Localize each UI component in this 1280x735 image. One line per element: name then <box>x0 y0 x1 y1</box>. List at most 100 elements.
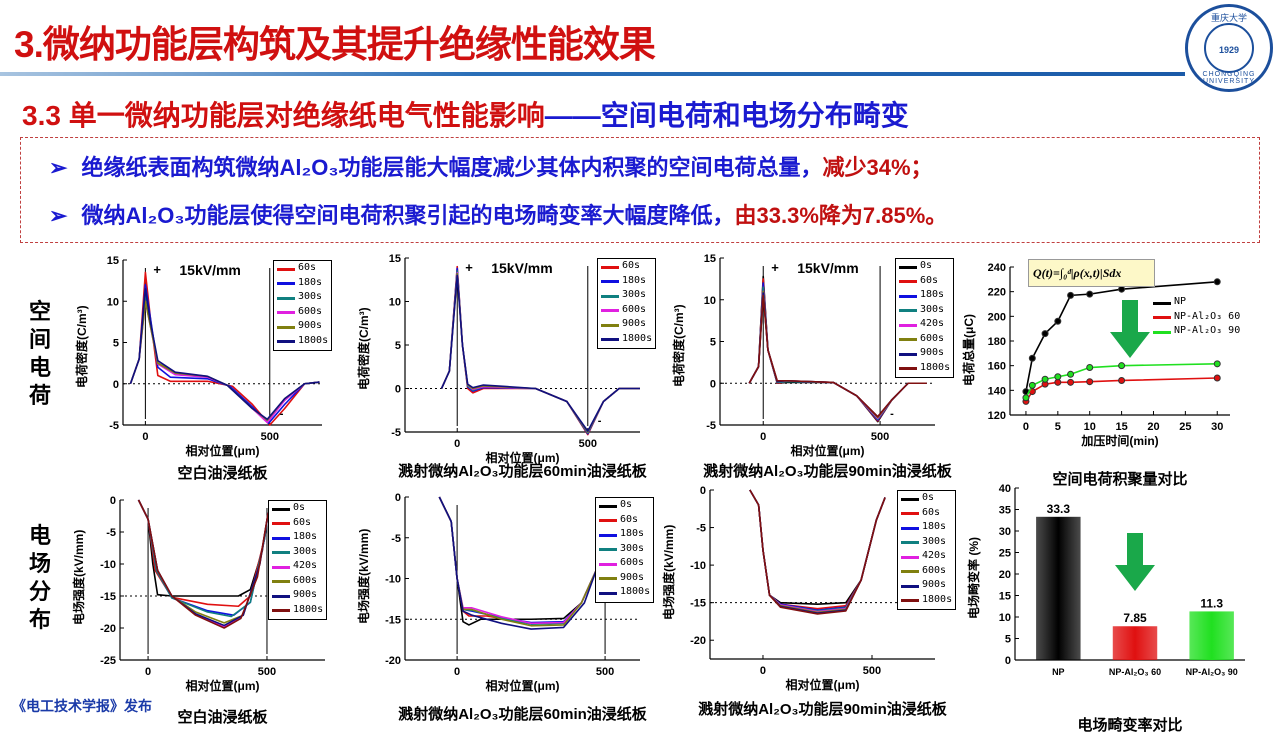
data-point <box>1086 290 1094 298</box>
bar-0 <box>1036 516 1081 660</box>
category-label: NP-Al₂O₃ 60 <box>1109 667 1161 677</box>
charge-integral-formula: Q(t)=∫₀ᵈ|ρ(x,t)|Sdx <box>1028 259 1155 287</box>
legend-item: 300s <box>901 536 952 551</box>
x-tick-label: 500 <box>871 431 889 443</box>
legend-label: NP <box>1174 296 1187 307</box>
x-tick-label: 0 <box>1023 421 1029 433</box>
legend-swatch <box>272 580 290 584</box>
legend-label: 420s <box>293 560 318 571</box>
x-tick-label: 0 <box>760 431 766 443</box>
y-tick-label: 15 <box>704 253 716 265</box>
y-tick-label: 15 <box>999 591 1011 603</box>
chart-canvas: 120 140 160 180 200 220 240 0 5 10 15 20 25 30 <box>988 262 1230 433</box>
legend-label: 0s <box>920 260 933 271</box>
bullet-text: 微纳Al₂O₃功能层使得空间电荷积聚引起的电场畸变率大幅度降低， <box>81 203 735 228</box>
field-strength-label: 15kV/mm <box>179 262 241 278</box>
legend-label: NP-Al₂O₃ 60 <box>1174 310 1241 322</box>
chart-canvas: 0 5 10 15 20 25 30 35 40 33.3 NP 7.85 NP-Al₂O₃ 60 11.… <box>999 483 1245 677</box>
legend-label: 600s <box>622 303 647 315</box>
legend-item: 180s <box>601 275 652 290</box>
x-tick-label: 25 <box>1179 421 1191 433</box>
legend-swatch <box>599 533 617 537</box>
legend-label: 900s <box>922 579 947 590</box>
legend-label: 300s <box>922 535 947 547</box>
y-axis-label: 电荷密度(C/m³) <box>75 304 89 388</box>
chart-field-np: -25 -20 -15 -10 -5 0 0 500 0s 60s 180s 300s 420s 600s… <box>72 495 328 726</box>
bar-value-label: 7.85 <box>1123 611 1147 625</box>
y-tick-label: -10 <box>100 559 116 571</box>
y-tick-label: 5 <box>1005 634 1011 646</box>
legend-label: 180s <box>622 274 647 286</box>
series-line-0s <box>137 499 269 597</box>
x-axis-label: 相对位置(μm) <box>185 444 260 458</box>
y-tick-label: 30 <box>999 526 1011 538</box>
legend-item: 1800s <box>899 362 950 377</box>
x-tick-label: 500 <box>596 666 614 678</box>
legend-item: 300s <box>601 289 652 304</box>
legend-swatch <box>899 323 917 327</box>
x-axis-label: 相对位置(μm) <box>485 679 560 693</box>
slide-title: 3.微纳功能层构筑及其提升绝缘性能效果 <box>14 24 656 65</box>
y-tick-label: -5 <box>391 427 401 439</box>
legend-swatch <box>277 311 295 315</box>
chart-legend: 0s 60s 180s 300s 420s 600s 900s 1800s <box>897 490 957 610</box>
y-tick-label: 200 <box>988 311 1006 323</box>
legend-item: 900s <box>901 579 952 594</box>
legend-label: 0s <box>293 502 306 513</box>
y-axis-label: 电场畸变率 (%) <box>967 537 981 619</box>
x-tick-label: 0 <box>760 665 766 677</box>
y-tick-label: -10 <box>690 560 706 572</box>
y-tick-label: 240 <box>988 262 1006 274</box>
legend-item: 180s <box>599 528 650 543</box>
y-tick-label: -15 <box>690 598 706 610</box>
data-point <box>1041 375 1049 383</box>
legend-label: 900s <box>920 347 945 358</box>
y-tick-label: 220 <box>988 287 1006 299</box>
series-line-1800s <box>748 294 927 418</box>
legend-label: 1800s <box>922 593 953 605</box>
chart-canvas: -5 0 5 10 15 0 500 + - <box>389 253 640 450</box>
legend-label: 60s <box>922 506 941 518</box>
data-point <box>1086 364 1094 372</box>
legend-item: 900s <box>272 589 323 604</box>
legend-item: 60s <box>901 507 952 522</box>
series-line-180s <box>749 489 886 611</box>
x-tick-label: 5 <box>1055 421 1061 433</box>
y-tick-label: -20 <box>385 655 401 667</box>
legend-item: 0s <box>599 499 650 514</box>
legend-label: 60s <box>293 516 312 528</box>
y-tick-label: -15 <box>385 614 401 626</box>
bullet-highlight: 由33.3%降为7.85%。 <box>734 203 948 228</box>
legend-swatch <box>601 323 619 327</box>
legend-label: 60s <box>620 513 639 525</box>
y-tick-label: -20 <box>100 623 116 635</box>
positive-charge-mark: + <box>465 260 473 275</box>
chart-legend: 60s 180s 300s 600s 900s 1800s <box>273 260 333 351</box>
legend-swatch <box>601 309 619 313</box>
chart-space-charge-60min: -5 0 5 10 15 0 500 + - 60s 180s 300s 600s 900s 1800s 15… <box>357 253 657 480</box>
series-line-NP <box>1025 281 1218 392</box>
legend-label: 300s <box>293 545 318 557</box>
legend-swatch <box>901 584 919 588</box>
logo-text: 重庆大学 <box>1210 13 1247 23</box>
legend-swatch <box>599 519 617 523</box>
chart-caption: 溅射微纳Al₂O₃功能层60min油浸纸板 <box>398 706 647 723</box>
legend-label: 420s <box>922 550 947 561</box>
legend-label: 600s <box>293 574 318 586</box>
legend-label: 60s <box>920 274 939 286</box>
logo-ring-text: CHONGQING UNIVERSITY <box>1202 71 1256 85</box>
legend-item: NP-Al₂O₃ 90 <box>1153 325 1240 340</box>
chart-space-charge-np: -5 0 5 10 15 0 500 + - 60s 180s 300s 600s 900s 1800s 15… <box>75 255 333 482</box>
legend-swatch <box>599 577 617 581</box>
legend-swatch <box>899 265 917 269</box>
legend-item: 420s <box>901 550 952 565</box>
legend-swatch <box>899 338 917 342</box>
y-tick-label: 160 <box>988 361 1006 373</box>
legend-swatch <box>272 507 290 511</box>
legend-swatch <box>277 340 295 344</box>
y-tick-label: 0 <box>395 384 401 396</box>
y-tick-label: -20 <box>690 635 706 647</box>
legend-label: 60s <box>622 260 641 271</box>
series-line-900s <box>438 496 606 627</box>
legend-item: 1800s <box>901 594 952 609</box>
